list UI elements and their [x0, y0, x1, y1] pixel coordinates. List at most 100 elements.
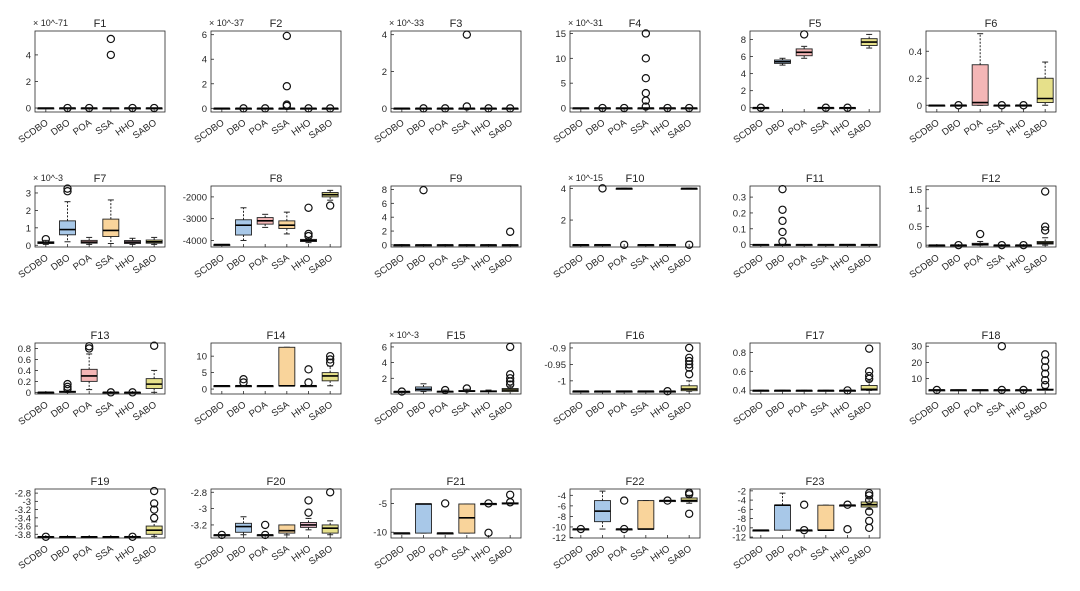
box-sabo [145, 486, 163, 537]
ytick-label: 0.2 [909, 74, 922, 85]
outlier-point [619, 103, 629, 113]
box-ssa [637, 29, 655, 111]
xtick-label: SSA [985, 399, 1007, 419]
outlier-point [619, 240, 629, 249]
box-dbo [594, 184, 611, 247]
box-body [1036, 77, 1054, 103]
box-hho [659, 243, 676, 247]
xtick-label: SCDBO [373, 543, 407, 571]
outlier-point [239, 374, 248, 384]
subplot-title: F3 [450, 18, 463, 30]
axes-frame [749, 342, 881, 395]
box-poa [615, 103, 633, 113]
outlier-point [63, 382, 72, 392]
xtick-label: POA [71, 543, 94, 564]
box-sabo [1036, 61, 1054, 106]
outlier-point [41, 234, 51, 244]
outlier-point [799, 500, 809, 509]
box-dbo [594, 103, 611, 113]
ytick-label: 0 [26, 388, 31, 399]
box-poa [256, 213, 274, 228]
subplot-title: F12 [982, 173, 1001, 185]
outlier-point [663, 387, 672, 396]
xtick-label: SCDBO [373, 399, 407, 427]
outlier-point [1040, 222, 1050, 231]
xtick-label: SSA [629, 252, 651, 272]
box-dbo [415, 104, 432, 113]
outlier-point [505, 374, 515, 383]
xtick-label: DBO [764, 543, 787, 564]
axes-frame [390, 185, 522, 248]
xtick-label: POA [786, 117, 809, 138]
outlier-point [756, 103, 766, 112]
subplot-title: F19 [91, 476, 110, 488]
box-scdbo [928, 385, 946, 395]
outlier-point [684, 363, 694, 372]
box-scdbo [393, 532, 411, 535]
axes-frame [390, 342, 522, 395]
box-hho [480, 389, 497, 393]
box-dbo [950, 389, 967, 392]
box-scdbo [572, 243, 590, 247]
xtick-label: SSA [629, 399, 651, 419]
xtick-label: SABO [846, 117, 874, 141]
xtick-label: DBO [584, 252, 607, 273]
box-hho [300, 203, 317, 244]
xtick-label: DBO [584, 543, 607, 564]
xtick-label: POA [786, 252, 809, 273]
box-poa [795, 500, 813, 535]
outlier-point [149, 486, 159, 496]
outlier-point [505, 342, 515, 352]
outlier-point [484, 104, 493, 113]
ytick-label: 10 [555, 54, 566, 65]
box-dbo [59, 184, 76, 243]
box-poa [615, 187, 633, 249]
box-body [102, 218, 120, 237]
xtick-label: SABO [307, 252, 335, 276]
box-body [235, 522, 252, 533]
outlier-point [778, 184, 787, 194]
ytick-label: 2 [26, 77, 31, 88]
outlier-point [821, 103, 831, 112]
outlier-point [325, 488, 335, 497]
box-sabo [680, 103, 698, 113]
outlier-point [843, 500, 852, 509]
xtick-label: DBO [940, 117, 963, 138]
outlier-point [325, 104, 335, 113]
xtick-label: DBO [940, 399, 963, 420]
ytick-label: 6 [741, 52, 746, 63]
ytick-label: -2 [738, 486, 746, 497]
box-ssa [817, 243, 835, 247]
box-poa [795, 243, 813, 247]
box-scdbo [393, 244, 411, 247]
box-sabo [501, 490, 519, 507]
xtick-label: SABO [487, 399, 515, 423]
box-ssa [993, 101, 1011, 110]
box-ssa [458, 244, 476, 247]
subplot-title: F15 [447, 330, 466, 342]
box-dbo [774, 389, 791, 392]
ytick-label: 0.2 [733, 208, 746, 219]
outlier-point [864, 367, 874, 376]
xtick-label: DBO [225, 543, 248, 564]
subplot-title: F4 [629, 18, 642, 30]
box-ssa [817, 389, 835, 392]
ytick-label: -12 [732, 533, 746, 544]
outlier-point [282, 100, 292, 109]
ytick-label: -4000 [183, 236, 207, 247]
box-ssa [817, 504, 835, 531]
box-scdbo [213, 107, 231, 110]
box-scdbo [752, 529, 770, 532]
outlier-point [304, 203, 313, 212]
box-dbo [415, 503, 432, 534]
xtick-label: SABO [1022, 252, 1050, 276]
outlier-point [505, 370, 515, 379]
xtick-label: SSA [94, 399, 116, 419]
box-dbo [415, 185, 432, 247]
outlier-point [304, 231, 313, 241]
box-poa [971, 389, 989, 392]
xtick-label: SCDBO [193, 117, 227, 145]
